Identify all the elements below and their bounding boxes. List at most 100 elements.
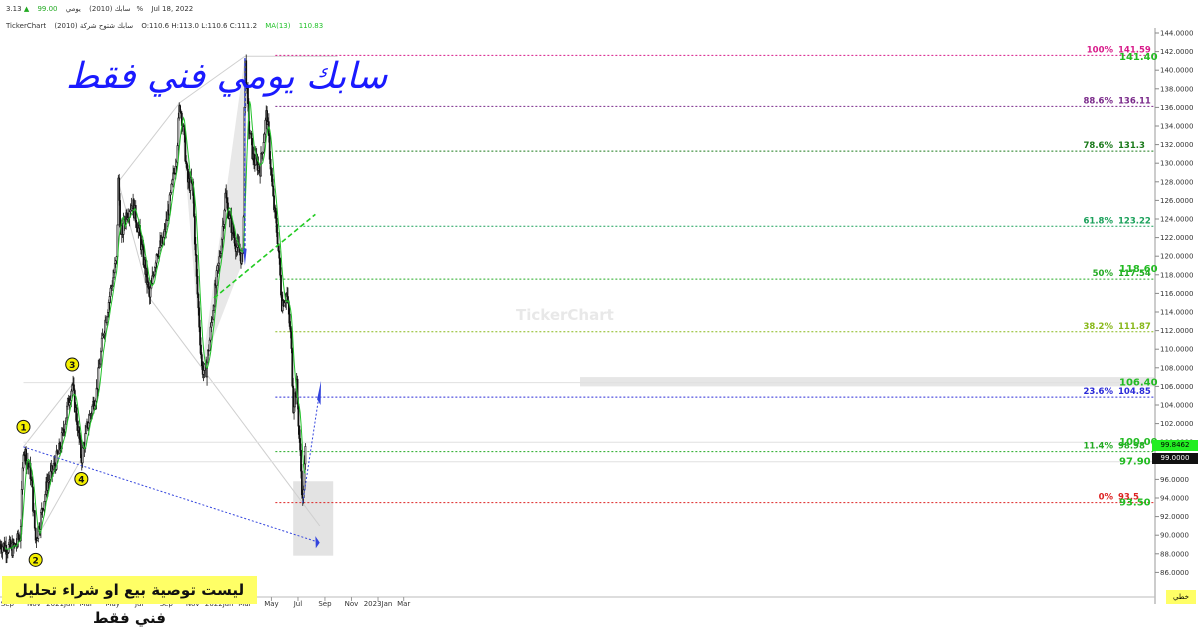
candle-body [250, 132, 253, 139]
candle-body [304, 446, 307, 465]
x-tick-label: Sep [1, 600, 15, 608]
header-row-2: TickerChart سابك شتوح شركة (2010) O:110.… [6, 22, 329, 30]
candle-body [264, 119, 267, 135]
fib-ratio-label: 78.6% [1084, 141, 1114, 151]
candle-body [36, 538, 39, 541]
fib-ratio-label: 100% [1087, 45, 1114, 55]
candle-body [270, 168, 273, 175]
candle-body [298, 425, 301, 439]
fib-value-label: 104.85 [1118, 387, 1151, 397]
candle-body [220, 253, 222, 257]
candle-body [22, 454, 25, 469]
candle-body [269, 158, 272, 170]
y-tick-label: 136.0000 [1160, 104, 1193, 112]
candle-body [146, 267, 148, 285]
candle-body [193, 215, 196, 245]
candle-body [119, 200, 121, 228]
candle-body [211, 318, 214, 323]
candle-body [289, 326, 292, 333]
arrow-head-icon [317, 380, 322, 405]
y-tick-label: 128.0000 [1160, 178, 1193, 186]
candle-body [200, 344, 202, 355]
date-label: Jul 18, 2022 [151, 5, 194, 13]
x-tick-label: Nov [345, 600, 359, 608]
x-tick-label: Nov [27, 600, 41, 608]
candle-body [66, 405, 68, 419]
candlestick-chart[interactable]: 144.0000 142.0000 140.0000 138.0000 136.0000… [0, 0, 1200, 609]
y-tick-label: 116.0000 [1160, 290, 1193, 298]
y-tick-label: 94.0000 [1160, 495, 1189, 503]
candle-body [69, 400, 72, 403]
moving-average-line [4, 101, 306, 550]
candle-body [213, 283, 216, 307]
fib-ratio-label: 23.6% [1084, 387, 1114, 397]
y-tick-label: 96.0000 [1160, 476, 1189, 484]
pattern-line [201, 367, 321, 527]
candle-body [106, 311, 109, 318]
x-tick-label: Nov [186, 600, 200, 608]
candle-body [290, 331, 293, 349]
ma-value: 110.83 [298, 22, 324, 30]
candle-body [88, 414, 91, 424]
y-tick-label: 102.0000 [1160, 420, 1193, 428]
fib-value-label: 117.54 [1118, 269, 1151, 279]
candle-body [268, 135, 271, 160]
candle-body [184, 134, 187, 162]
candle-body [5, 544, 7, 555]
candle-body [274, 208, 277, 219]
candle-body [218, 256, 221, 264]
candle-body [118, 177, 121, 201]
chart-type-badge[interactable]: خطي [1166, 590, 1196, 604]
pattern-point-label: 3 [69, 361, 75, 371]
candle-body [221, 225, 224, 240]
pattern-triangle [201, 56, 245, 368]
candle-body [158, 247, 161, 257]
candle-body [300, 470, 303, 496]
candle-body [49, 470, 52, 480]
candle-body [32, 486, 34, 512]
candle-body [202, 370, 205, 375]
fib-value-label: 141.59 [1118, 45, 1151, 55]
candle-body [109, 287, 112, 297]
candle-body [153, 267, 156, 276]
candle-body [215, 270, 218, 286]
candle-body [107, 302, 110, 313]
pattern-line [117, 102, 181, 183]
candle-body [113, 272, 115, 279]
candle-body [175, 161, 178, 167]
arrow-head-icon [243, 248, 247, 266]
candle-body [135, 221, 138, 229]
candle-body [297, 403, 300, 427]
candle-body [170, 183, 173, 193]
candle-body [151, 275, 154, 284]
green-level-label: 106.40 [1119, 378, 1158, 389]
company-name: سابك شتوح شركة (2010) [54, 22, 134, 30]
candle-body [196, 275, 199, 295]
candle-body [21, 467, 24, 490]
fib-ratio-label: 88.6% [1084, 96, 1114, 106]
breakout-line [213, 213, 316, 299]
symbol-label: سابك (2010) [89, 5, 131, 13]
candle-body [115, 256, 118, 262]
ohlc-label: O:110.6 H:113.0 L:110.6 C:111.2 [141, 22, 258, 30]
y-tick-label: 124.0000 [1160, 216, 1193, 224]
candle-body [106, 316, 108, 323]
candle-body [147, 282, 150, 290]
x-tick-label: Jul [134, 600, 144, 608]
candle-body [97, 367, 100, 390]
candle-body [108, 296, 111, 303]
candle-body [95, 387, 98, 402]
fib-ratio-label: 38.2% [1084, 322, 1114, 332]
fib-value-label: 98.98 [1118, 442, 1145, 452]
candle-body [239, 252, 242, 256]
candle-body [186, 163, 188, 170]
x-tick-label: Jul [293, 600, 303, 608]
candle-body [43, 500, 46, 510]
ma-label: MA(13) [265, 22, 291, 30]
arrow-head-icon [315, 536, 320, 549]
projection-line [302, 390, 321, 503]
watermark: TickerChart [516, 306, 614, 324]
candle-body [75, 407, 78, 423]
candle-body [81, 447, 84, 464]
